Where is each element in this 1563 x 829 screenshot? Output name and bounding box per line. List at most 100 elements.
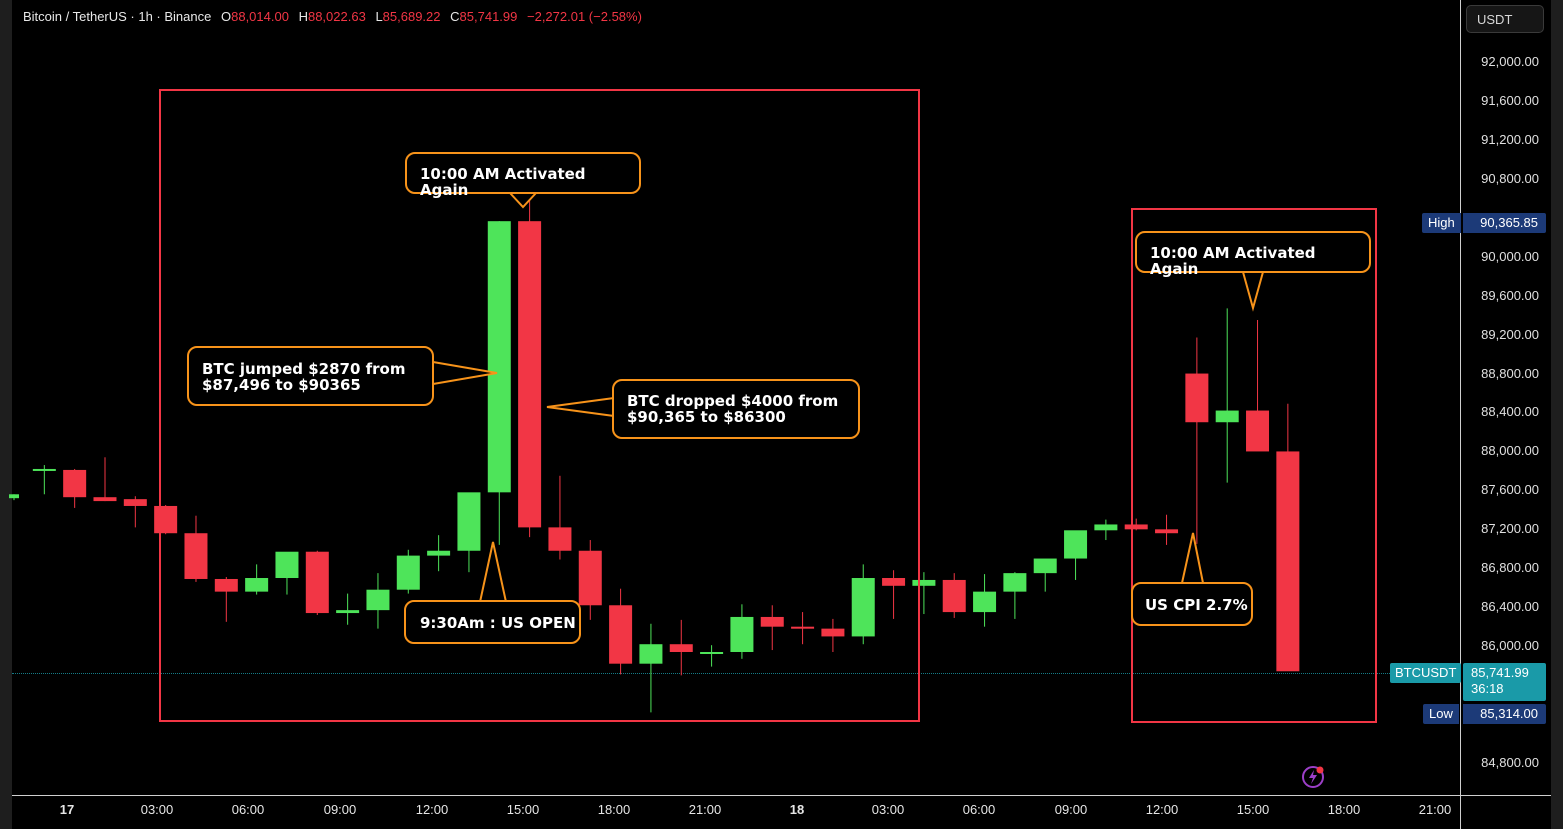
candle[interactable] — [457, 492, 481, 573]
change-value: −2,272.01 (−2.58%) — [527, 9, 642, 24]
callout-activated-again-2[interactable]: 10:00 AM Activated Again — [1135, 231, 1371, 277]
high-key: H — [298, 9, 308, 24]
candle[interactable] — [396, 549, 420, 594]
candle[interactable] — [63, 468, 87, 508]
candle[interactable] — [791, 612, 815, 645]
candle[interactable] — [336, 593, 360, 625]
candle[interactable] — [184, 515, 208, 582]
price-tick-label: 91,200.00 — [1481, 132, 1539, 147]
high-value: 88,022.63 — [307, 9, 366, 24]
right-border — [1551, 0, 1563, 829]
candle[interactable] — [1276, 403, 1300, 672]
high-tag-value: 90,365.85 — [1463, 213, 1546, 233]
candle[interactable] — [32, 465, 56, 495]
highlight-box-cpi-session[interactable] — [1131, 208, 1377, 723]
candle[interactable] — [245, 564, 269, 595]
candle[interactable] — [366, 573, 390, 629]
candle[interactable] — [1124, 518, 1148, 531]
candle[interactable] — [609, 588, 633, 675]
callout-pointers — [432, 192, 1264, 603]
candle[interactable] — [760, 605, 784, 651]
price-tick-label: 86,400.00 — [1481, 599, 1539, 614]
candle[interactable] — [700, 645, 724, 667]
candle[interactable] — [518, 159, 542, 538]
time-tick-label: 18:00 — [1327, 802, 1361, 817]
callout-us-open[interactable]: 9:30Am : US OPEN — [404, 600, 581, 644]
candlestick-series[interactable] — [0, 0, 1460, 795]
time-tick-label: 03:00 — [871, 802, 905, 817]
time-tick-label: 09:00 — [1054, 802, 1088, 817]
callout-btc-dropped[interactable]: BTC dropped $4000 from $90,365 to $86300 — [612, 379, 860, 439]
time-tick-label: 18 — [789, 802, 805, 817]
price-tick-label: 88,000.00 — [1481, 443, 1539, 458]
symbol-legend[interactable]: Bitcoin / TetherUS · 1h · Binance O88,01… — [23, 9, 642, 24]
candle[interactable] — [93, 457, 117, 502]
time-axis-divider — [12, 795, 1551, 796]
candle[interactable] — [1246, 320, 1270, 452]
candle[interactable] — [1215, 308, 1239, 483]
candle[interactable] — [548, 475, 572, 560]
candle[interactable] — [9, 494, 19, 501]
price-tick-label: 88,400.00 — [1481, 404, 1539, 419]
price-tick-label: 89,200.00 — [1481, 327, 1539, 342]
current-price-value: 85,741.99 — [1471, 665, 1529, 680]
price-tick-label: 88,800.00 — [1481, 366, 1539, 381]
candle[interactable] — [275, 551, 299, 595]
open-value: 88,014.00 — [231, 9, 289, 24]
price-axis-divider — [1460, 0, 1461, 829]
candle[interactable] — [639, 623, 663, 713]
candle[interactable] — [214, 577, 238, 622]
price-tick-label: 91,600.00 — [1481, 93, 1539, 108]
callout-us-cpi[interactable]: US CPI 2.7% — [1131, 582, 1253, 626]
candle[interactable] — [912, 572, 936, 615]
current-symbol-tag: BTCUSDT — [1390, 663, 1462, 683]
bar-countdown: 36:18 — [1471, 681, 1504, 696]
candle[interactable] — [123, 496, 147, 528]
price-tick-label: 87,600.00 — [1481, 482, 1539, 497]
low-key: L — [375, 9, 383, 24]
candle[interactable] — [487, 221, 511, 545]
time-tick-label: 18:00 — [597, 802, 631, 817]
candle[interactable] — [669, 619, 693, 676]
callout-btc-jumped[interactable]: BTC jumped $2870 from $87,496 to $90365 — [187, 346, 434, 406]
candle[interactable] — [1155, 514, 1179, 545]
callout-text: 9:30Am : US OPEN — [420, 614, 576, 632]
close-value: 85,741.99 — [459, 9, 518, 24]
symbol-title: Bitcoin / TetherUS · 1h · Binance — [23, 9, 212, 24]
candle[interactable] — [942, 573, 966, 618]
low-tag-value: 85,314.00 — [1463, 704, 1546, 724]
candle[interactable] — [305, 550, 329, 616]
callout-text: US CPI 2.7% — [1145, 596, 1248, 614]
candle[interactable] — [882, 570, 906, 619]
high-tag-label: High — [1422, 213, 1461, 233]
candle[interactable] — [1003, 572, 1027, 619]
time-tick-label: 15:00 — [506, 802, 540, 817]
candle[interactable] — [1064, 530, 1088, 580]
currency-selector-button[interactable]: USDT — [1466, 5, 1544, 33]
highlight-box-us-session[interactable] — [159, 89, 920, 722]
candle[interactable] — [578, 540, 602, 620]
price-tick-label: 86,800.00 — [1481, 560, 1539, 575]
left-border — [0, 0, 12, 829]
time-tick-label: 12:00 — [1145, 802, 1179, 817]
lightning-alert-icon[interactable] — [1300, 763, 1326, 789]
time-tick-label: 15:00 — [1236, 802, 1270, 817]
candle[interactable] — [730, 604, 754, 659]
callout-text: 10:00 AM Activated Again — [420, 165, 586, 199]
candle[interactable] — [821, 618, 845, 653]
time-tick-label: 09:00 — [323, 802, 357, 817]
price-tick-label: 92,000.00 — [1481, 54, 1539, 69]
candle[interactable] — [427, 535, 451, 572]
candle[interactable] — [1033, 558, 1057, 592]
time-tick-label: 12:00 — [415, 802, 449, 817]
candle[interactable] — [851, 564, 875, 645]
price-tick-label: 87,200.00 — [1481, 521, 1539, 536]
time-tick-label: 21:00 — [688, 802, 722, 817]
callout-activated-again-1[interactable]: 10:00 AM Activated Again — [405, 152, 641, 198]
price-tick-label: 90,000.00 — [1481, 249, 1539, 264]
time-tick-label: 21:00 — [1418, 802, 1452, 817]
current-price-line — [12, 673, 1460, 674]
candle[interactable] — [973, 574, 997, 627]
candle[interactable] — [1094, 519, 1118, 541]
candle[interactable] — [1185, 337, 1209, 544]
